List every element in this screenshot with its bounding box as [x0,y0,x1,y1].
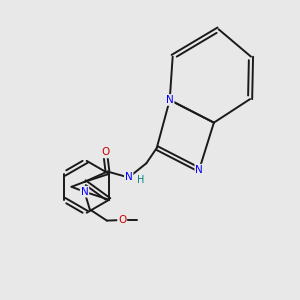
Text: O: O [118,215,126,225]
Text: N: N [125,172,133,182]
Text: O: O [101,147,109,158]
Text: N: N [195,165,203,175]
Text: H: H [137,176,144,185]
Text: N: N [81,187,88,197]
Text: N: N [166,95,174,105]
